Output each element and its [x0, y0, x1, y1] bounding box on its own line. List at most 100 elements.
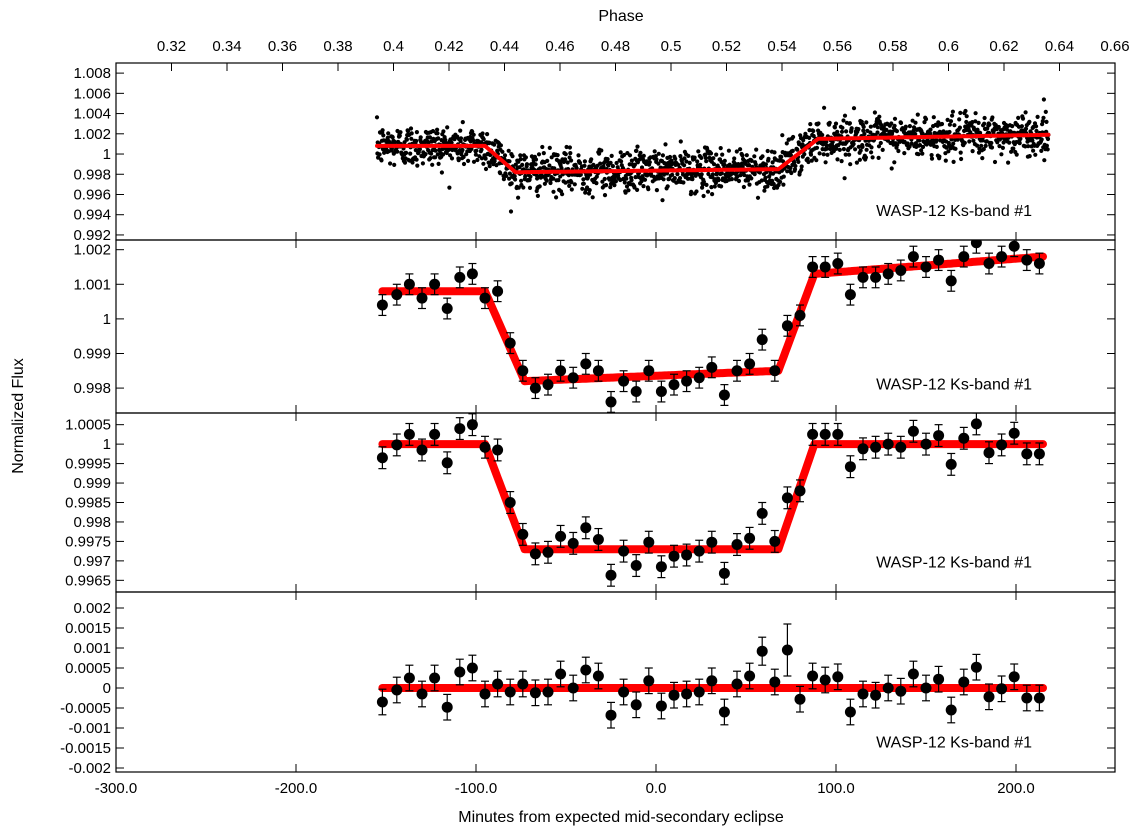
data-point: [996, 675, 1008, 703]
data-point: [386, 131, 391, 136]
data-point: [726, 148, 732, 153]
data-point: [857, 266, 869, 289]
data-point: [1033, 684, 1045, 712]
data-point: [713, 180, 719, 185]
data-point: [569, 180, 574, 185]
model-curve: [375, 132, 1051, 175]
point-marker: [844, 461, 856, 473]
data-point: [1034, 128, 1039, 134]
point-marker: [882, 682, 894, 694]
data-point: [565, 160, 570, 165]
data-point: [551, 189, 556, 194]
data-point: [832, 663, 844, 691]
data-point: [809, 158, 814, 163]
data-point: [613, 179, 619, 184]
data-point: [876, 155, 881, 160]
data-point: [660, 198, 665, 203]
point-marker: [605, 709, 617, 721]
data-point: [791, 134, 796, 140]
data-point: [592, 662, 604, 690]
data-point: [842, 176, 847, 181]
data-point: [576, 153, 581, 158]
data-point: [880, 147, 885, 152]
data-point: [790, 148, 795, 153]
data-point: [808, 152, 814, 157]
data-point: [1043, 109, 1048, 114]
data-point: [1034, 124, 1039, 129]
point-marker: [844, 706, 856, 718]
point-marker: [429, 278, 441, 290]
data-point: [732, 156, 737, 161]
data-point: [670, 172, 675, 177]
data-point: [800, 142, 805, 147]
data-point: [542, 373, 554, 396]
data-point: [416, 680, 428, 708]
data-point: [527, 185, 533, 190]
data-point: [1007, 140, 1012, 145]
point-marker: [794, 693, 806, 705]
data-point: [643, 359, 655, 382]
point-marker: [542, 686, 554, 698]
data-point: [618, 678, 630, 706]
data-point: [582, 163, 587, 168]
data-point: [808, 122, 813, 127]
data-point: [907, 419, 919, 443]
point-marker: [693, 372, 705, 384]
data-point: [982, 115, 987, 121]
point-marker: [479, 688, 491, 700]
data-point: [379, 158, 384, 163]
data-point: [376, 688, 388, 716]
data-point: [507, 171, 512, 176]
data-point: [958, 426, 970, 450]
point-marker: [794, 309, 806, 321]
data-point: [718, 146, 723, 151]
point-marker: [517, 678, 529, 690]
data-point: [689, 189, 694, 194]
data-point: [542, 540, 554, 564]
data-point: [580, 186, 585, 191]
data-point: [856, 127, 861, 132]
data-point: [933, 424, 945, 448]
data-point: [492, 670, 504, 698]
point-marker: [681, 688, 693, 700]
data-point: [479, 140, 484, 145]
data-point: [655, 380, 667, 403]
point-marker: [668, 379, 680, 391]
data-point: [990, 115, 995, 120]
data-point: [555, 153, 560, 158]
data-point: [907, 144, 912, 149]
point-marker: [907, 425, 919, 437]
data-point: [718, 384, 730, 406]
data-point: [934, 144, 939, 149]
data-point: [744, 153, 749, 158]
point-marker: [1008, 427, 1020, 439]
data-point: [566, 173, 571, 178]
y-tick-label: 1.002: [73, 242, 111, 259]
data-point: [376, 294, 388, 317]
data-point: [492, 142, 497, 147]
data-point: [441, 451, 453, 475]
data-point: [642, 177, 648, 182]
point-marker: [996, 439, 1008, 451]
point-marker: [769, 535, 781, 547]
data-point: [500, 149, 505, 154]
data-point: [895, 259, 907, 282]
data-point: [970, 149, 975, 154]
data-point: [480, 131, 485, 136]
data-point: [706, 667, 718, 695]
data-point: [951, 159, 956, 164]
panel-4-plot: [376, 623, 1047, 729]
data-point: [749, 158, 754, 163]
data-point: [980, 138, 985, 143]
data-point: [388, 161, 393, 166]
point-marker: [744, 670, 756, 682]
point-marker: [441, 303, 453, 315]
data-point: [843, 152, 848, 157]
data-point: [913, 131, 918, 137]
phase-tick-label: 0.54: [767, 38, 796, 55]
data-point: [832, 125, 838, 130]
point-marker: [454, 666, 466, 678]
data-point: [976, 120, 981, 125]
point-marker: [832, 671, 844, 683]
data-point: [433, 155, 438, 160]
